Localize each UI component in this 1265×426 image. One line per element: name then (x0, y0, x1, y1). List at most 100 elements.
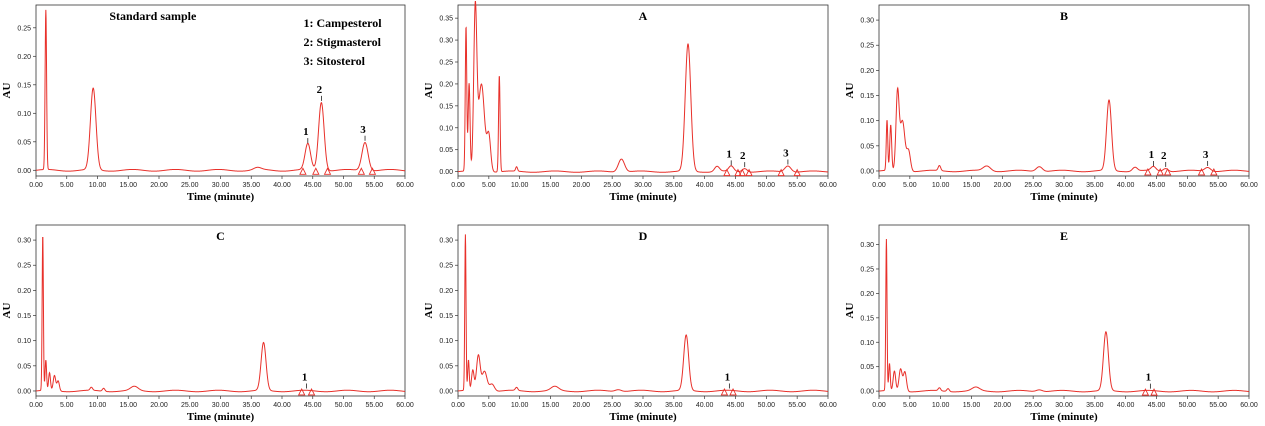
baseline-marker (729, 387, 737, 396)
x-tick-label: 5.00 (60, 402, 74, 409)
x-tick-label: 45.00 (727, 402, 745, 409)
x-tick-label: 50.00 (1179, 182, 1197, 189)
legend-entry: 2: Stigmasterol (304, 35, 382, 49)
chart-panel-0: 0.00 0.05 0.10 0.15 0.20 0.25 0.00 5.00 10.00 15.… (1, 4, 414, 203)
x-tick-label: 60.00 (819, 182, 837, 189)
baseline-marker (1144, 167, 1152, 176)
x-tick-label: 10.00 (89, 182, 107, 189)
x-tick-label: 60.00 (396, 402, 414, 409)
baseline-marker (777, 168, 785, 177)
x-tick-label: 0.00 (872, 402, 886, 409)
y-tick-label: 0.30 (439, 38, 453, 45)
x-tick-label: 5.00 (482, 182, 496, 189)
y-tick-label: 0.20 (860, 68, 874, 75)
peak-label: 1 (726, 148, 732, 160)
y-tick-label: 0.00 (860, 389, 874, 396)
x-tick-label: 30.00 (634, 182, 652, 189)
x-tick-label: 15.00 (963, 402, 981, 409)
x-tick-label: 55.00 (1209, 402, 1227, 409)
y-tick-label: 0.20 (860, 291, 874, 298)
y-tick-label: 0.10 (17, 338, 31, 345)
chart-title: D (639, 229, 648, 243)
plot-frame (35, 224, 406, 397)
x-tick-label: 20.00 (150, 402, 168, 409)
x-tick-label: 60.00 (396, 182, 414, 189)
y-tick-label: 0.25 (439, 263, 453, 270)
x-tick-label: 20.00 (573, 182, 591, 189)
x-axis-label: Time (minute) (1030, 191, 1098, 203)
y-axis-label: AU (423, 303, 435, 319)
x-tick-label: 0.00 (29, 402, 43, 409)
x-tick-label: 10.00 (932, 182, 950, 189)
x-tick-label: 55.00 (365, 402, 383, 409)
plot-frame (878, 224, 1250, 397)
chart-title: B (1060, 9, 1068, 23)
x-tick-label: 45.00 (304, 182, 322, 189)
y-tick-label: 0.10 (860, 118, 874, 125)
x-tick-label: 10.00 (932, 402, 950, 409)
x-tick-label: 5.00 (903, 182, 917, 189)
y-tick-label: 0.05 (860, 364, 874, 371)
baseline-marker (1141, 388, 1150, 396)
x-axis-label: Time (minute) (187, 411, 255, 423)
x-tick-label: 55.00 (788, 402, 806, 409)
y-tick-label: 0.30 (860, 18, 874, 25)
x-tick-label: 15.00 (119, 182, 137, 189)
x-tick-label: 30.00 (634, 402, 652, 409)
chart-title: Standard sample (109, 9, 197, 23)
baseline-marker (1150, 388, 1158, 396)
y-tick-label: 0.15 (439, 103, 453, 110)
x-tick-label: 0.00 (872, 182, 886, 189)
y-tick-label: 0.00 (439, 169, 453, 176)
peak-label: 1 (1149, 149, 1155, 161)
y-tick-label: 0.10 (860, 340, 874, 347)
x-tick-label: 25.00 (181, 182, 199, 189)
x-tick-label: 25.00 (603, 182, 621, 189)
chromatogram-trace (35, 9, 406, 172)
y-tick-label: 0.30 (17, 238, 31, 245)
y-tick-label: 0.25 (439, 60, 453, 67)
y-tick-label: 0.05 (439, 363, 453, 370)
baseline-marker (745, 168, 753, 177)
plot-frame (878, 4, 1250, 177)
x-tick-label: 60.00 (1240, 402, 1258, 409)
baseline-marker (1156, 167, 1164, 176)
chart-title: A (639, 9, 648, 23)
legend-entry: 3: Sitosterol (304, 54, 366, 68)
x-tick-label: 40.00 (273, 402, 291, 409)
chromatogram-trace (878, 86, 1250, 173)
peak-label: 1 (302, 371, 308, 383)
y-tick-label: 0.00 (17, 168, 31, 175)
x-axis-label: Time (minute) (1030, 411, 1098, 423)
baseline-marker (738, 168, 747, 177)
x-tick-label: 10.00 (89, 402, 107, 409)
x-tick-label: 15.00 (963, 182, 981, 189)
x-tick-label: 10.00 (511, 182, 529, 189)
x-tick-label: 15.00 (119, 402, 137, 409)
baseline-marker (723, 168, 731, 177)
baseline-marker (357, 167, 366, 175)
y-axis-label: AU (1, 83, 13, 99)
peak-label: 2 (1161, 150, 1167, 162)
plot-frame (457, 224, 829, 397)
x-tick-label: 35.00 (665, 402, 683, 409)
y-axis-label: AU (423, 83, 435, 99)
plot-frame (457, 4, 829, 177)
baseline-marker (1210, 167, 1218, 176)
chart-panel-4: 0.00 0.05 0.10 0.15 0.20 0.25 0.30 0.00 5.00 10.0… (423, 224, 837, 423)
x-tick-label: 15.00 (542, 182, 560, 189)
x-axis-label: Time (minute) (609, 411, 677, 423)
x-tick-label: 30.00 (212, 182, 230, 189)
baseline-marker (312, 167, 320, 175)
y-tick-label: 0.35 (439, 16, 453, 23)
x-tick-label: 0.00 (451, 402, 465, 409)
x-tick-label: 5.00 (482, 402, 496, 409)
baseline-marker (1197, 167, 1206, 176)
x-tick-label: 5.00 (60, 182, 74, 189)
x-axis-label: Time (minute) (187, 191, 255, 203)
x-tick-label: 45.00 (1148, 402, 1166, 409)
peak-label: 1 (1146, 372, 1152, 384)
x-tick-label: 20.00 (994, 182, 1012, 189)
x-tick-label: 35.00 (665, 182, 683, 189)
baseline-marker (297, 387, 306, 396)
